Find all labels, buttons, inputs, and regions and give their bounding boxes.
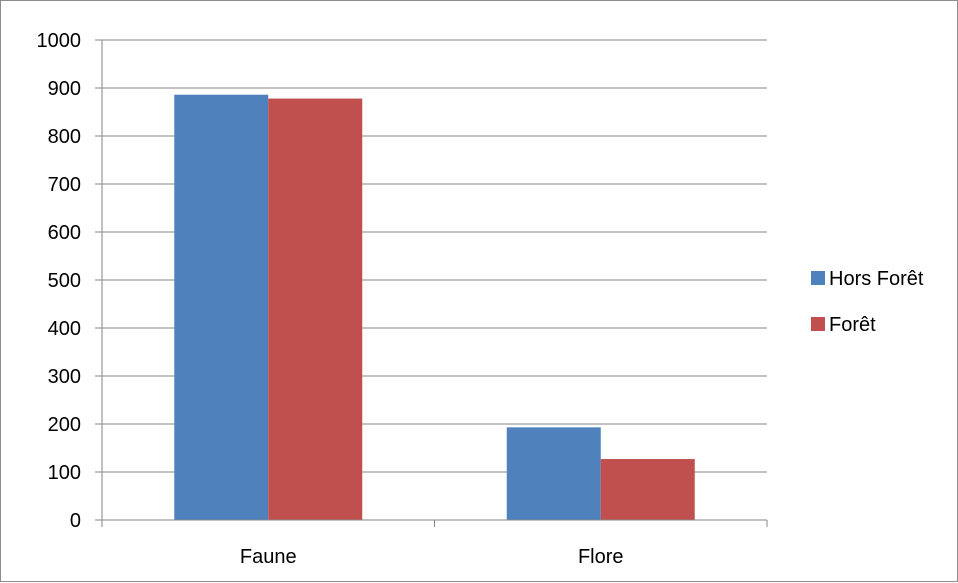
y-tick-label: 1000 (37, 30, 82, 52)
y-tick-label: 600 (48, 222, 81, 244)
y-tick-label: 300 (48, 366, 81, 388)
y-tick-label: 0 (70, 510, 81, 532)
bar-for-t-flore (600, 459, 695, 520)
x-tick-label: Flore (578, 546, 624, 568)
legend-swatch-1 (811, 271, 825, 285)
legend: Hors Forêt Forêt (811, 268, 924, 336)
bar-for-t-faune (268, 98, 363, 520)
y-tick-label: 800 (48, 126, 81, 148)
x-tick-labels: Faune Flore (240, 546, 624, 568)
legend-label-1: Hors Forêt (829, 268, 924, 290)
y-tick-label: 900 (48, 78, 81, 100)
x-tick-label: Faune (240, 546, 297, 568)
bar-hors-for-t-faune (174, 94, 269, 520)
bars (174, 94, 695, 520)
y-tick-label: 200 (48, 414, 81, 436)
y-tick-label: 700 (48, 174, 81, 196)
axes (95, 39, 768, 527)
y-tick-label: 400 (48, 318, 81, 340)
legend-label-2: Forêt (829, 314, 876, 336)
y-tick-label: 500 (48, 270, 81, 292)
y-tick-label: 100 (48, 462, 81, 484)
legend-swatch-2 (811, 317, 825, 331)
bar-hors-for-t-flore (506, 427, 601, 520)
y-tick-labels: 0 100 200 300 400 500 600 700 800 900 1000 (37, 30, 82, 532)
